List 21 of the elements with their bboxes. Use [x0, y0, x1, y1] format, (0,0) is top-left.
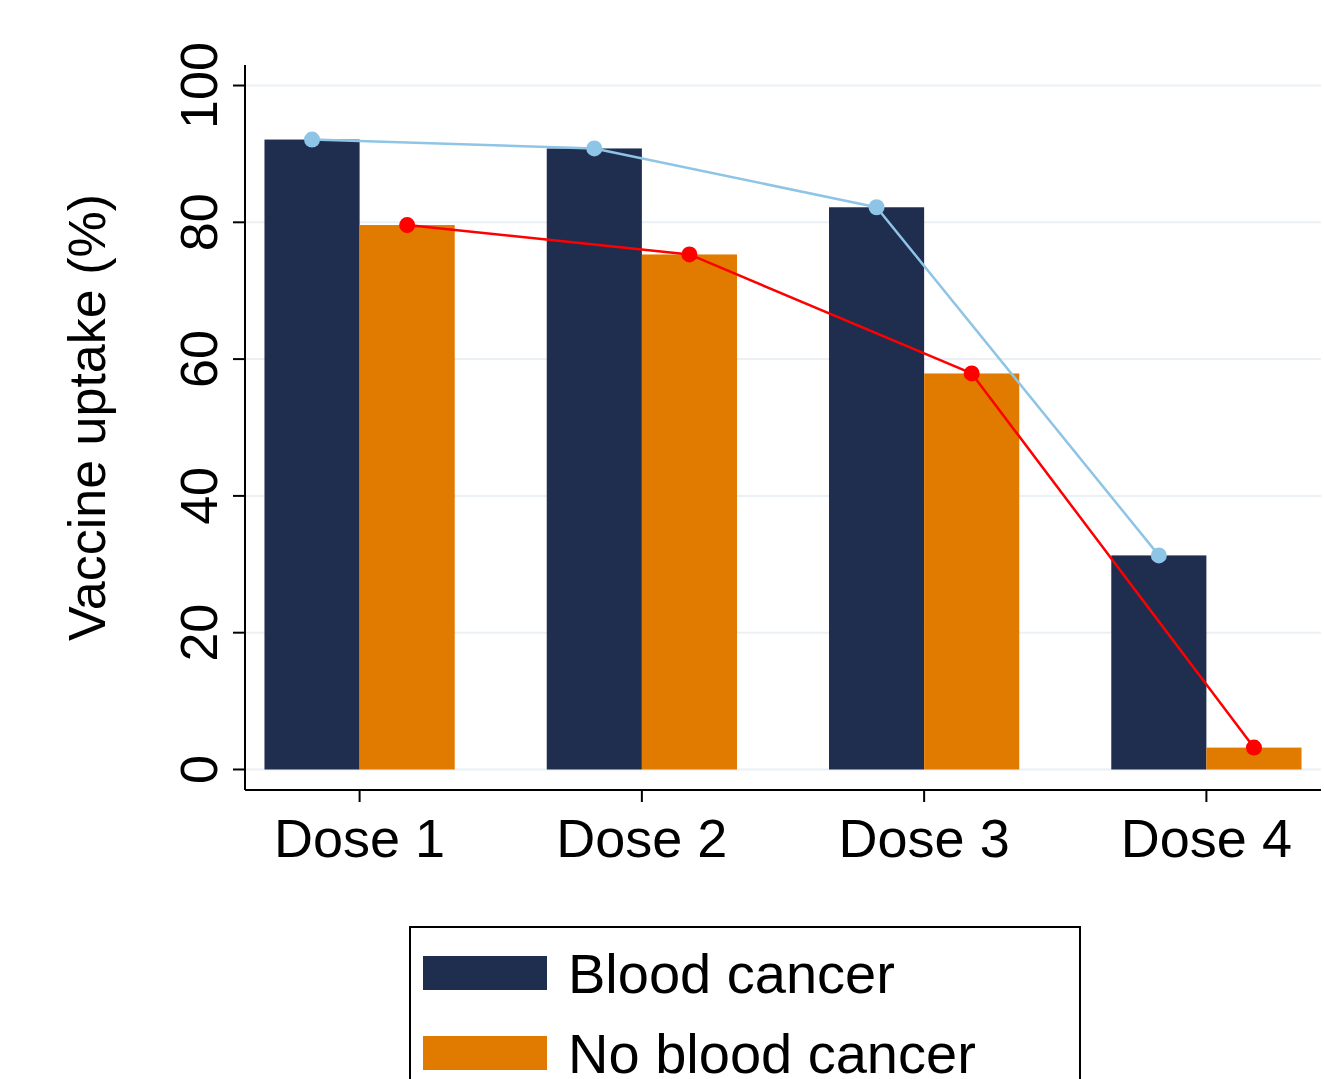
y-axis-title: Vaccine uptake (%)	[58, 193, 116, 642]
legend-label: No blood cancer	[568, 1022, 976, 1079]
x-tick-label: Dose 2	[556, 808, 728, 868]
y-tick-label: 0	[170, 755, 228, 784]
x-tick-label: Dose 1	[274, 808, 446, 868]
y-tick-label: 40	[170, 466, 228, 525]
y-tick-label: 20	[170, 603, 228, 662]
bar	[359, 225, 455, 770]
bar	[924, 373, 1020, 770]
bar	[1206, 747, 1302, 770]
x-tick-label: Dose 3	[838, 808, 1010, 868]
y-tick-label: 80	[170, 193, 228, 252]
legend-label: Blood cancer	[568, 942, 895, 1005]
bar	[546, 148, 642, 770]
y-tick-label: 100	[170, 42, 228, 129]
bar	[1111, 555, 1207, 770]
bar	[829, 207, 925, 770]
x-tick-label: Dose 4	[1120, 808, 1292, 868]
y-tick-label: 60	[170, 330, 228, 389]
bar	[641, 254, 737, 770]
bar	[264, 139, 360, 770]
